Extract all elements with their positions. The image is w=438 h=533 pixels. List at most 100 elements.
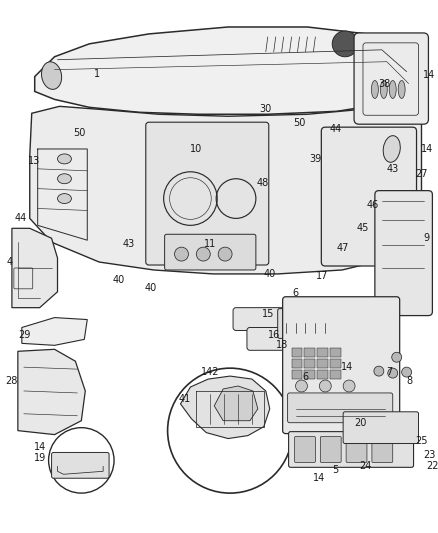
- Polygon shape: [180, 376, 270, 439]
- Text: 6: 6: [302, 372, 308, 382]
- FancyBboxPatch shape: [330, 359, 341, 368]
- Text: 14: 14: [313, 473, 325, 483]
- Text: 14: 14: [341, 362, 353, 372]
- Text: 16: 16: [268, 330, 280, 341]
- Text: 28: 28: [6, 376, 18, 386]
- Circle shape: [388, 368, 398, 378]
- Text: 44: 44: [329, 124, 341, 134]
- Text: 29: 29: [18, 330, 31, 341]
- FancyBboxPatch shape: [346, 437, 367, 462]
- FancyBboxPatch shape: [304, 349, 315, 357]
- Text: 30: 30: [260, 104, 272, 114]
- Text: 43: 43: [123, 239, 135, 249]
- Polygon shape: [30, 99, 421, 274]
- Text: 1: 1: [94, 69, 100, 78]
- FancyBboxPatch shape: [165, 235, 256, 270]
- Text: 46: 46: [367, 199, 379, 209]
- Text: 39: 39: [309, 154, 321, 164]
- FancyBboxPatch shape: [375, 191, 432, 316]
- Ellipse shape: [57, 174, 71, 184]
- Text: 50: 50: [73, 128, 85, 138]
- Text: 43: 43: [387, 164, 399, 174]
- Text: 11: 11: [204, 239, 216, 249]
- Text: 7: 7: [387, 367, 393, 377]
- FancyBboxPatch shape: [292, 370, 303, 379]
- FancyBboxPatch shape: [318, 359, 328, 368]
- FancyBboxPatch shape: [292, 349, 303, 357]
- FancyBboxPatch shape: [294, 437, 315, 462]
- Circle shape: [392, 352, 402, 362]
- Circle shape: [374, 366, 384, 376]
- Text: 142: 142: [201, 367, 219, 377]
- Ellipse shape: [383, 136, 400, 162]
- Text: 14: 14: [421, 144, 434, 154]
- FancyBboxPatch shape: [318, 349, 328, 357]
- Ellipse shape: [57, 193, 71, 204]
- Text: 50: 50: [293, 118, 306, 128]
- Text: 6: 6: [293, 288, 299, 298]
- Text: 17: 17: [316, 271, 328, 281]
- FancyBboxPatch shape: [321, 127, 417, 266]
- FancyBboxPatch shape: [354, 33, 428, 124]
- FancyBboxPatch shape: [343, 412, 419, 443]
- FancyBboxPatch shape: [304, 370, 315, 379]
- Circle shape: [218, 247, 232, 261]
- Ellipse shape: [57, 154, 71, 164]
- FancyBboxPatch shape: [330, 370, 341, 379]
- Text: 5: 5: [332, 465, 338, 475]
- Circle shape: [296, 380, 307, 392]
- Text: 47: 47: [337, 243, 350, 253]
- FancyBboxPatch shape: [318, 370, 328, 379]
- FancyBboxPatch shape: [330, 349, 341, 357]
- Text: 10: 10: [190, 144, 202, 154]
- Text: 45: 45: [357, 223, 369, 233]
- FancyBboxPatch shape: [292, 359, 303, 368]
- Circle shape: [175, 247, 188, 261]
- Text: 23: 23: [423, 450, 436, 461]
- Ellipse shape: [389, 80, 396, 99]
- Ellipse shape: [380, 80, 387, 99]
- Text: 40: 40: [145, 283, 157, 293]
- Circle shape: [49, 427, 114, 493]
- Text: 4: 4: [7, 257, 13, 267]
- FancyBboxPatch shape: [289, 432, 413, 467]
- Text: 38: 38: [379, 78, 391, 88]
- Circle shape: [168, 368, 293, 493]
- Polygon shape: [12, 228, 57, 308]
- Polygon shape: [22, 318, 87, 345]
- Circle shape: [196, 247, 210, 261]
- Text: 40: 40: [264, 269, 276, 279]
- Text: 15: 15: [261, 309, 274, 319]
- Text: 25: 25: [415, 435, 428, 446]
- Text: 41: 41: [178, 394, 191, 404]
- FancyBboxPatch shape: [233, 308, 307, 330]
- Ellipse shape: [398, 80, 405, 99]
- Text: 18: 18: [276, 341, 288, 350]
- FancyBboxPatch shape: [278, 309, 339, 338]
- Text: 40: 40: [113, 275, 125, 285]
- FancyBboxPatch shape: [52, 453, 109, 478]
- Circle shape: [319, 380, 331, 392]
- Polygon shape: [18, 349, 85, 434]
- FancyBboxPatch shape: [283, 297, 399, 434]
- FancyBboxPatch shape: [146, 122, 269, 265]
- Text: 44: 44: [15, 213, 27, 223]
- FancyBboxPatch shape: [304, 359, 315, 368]
- Text: 48: 48: [257, 177, 269, 188]
- Circle shape: [402, 367, 412, 377]
- Text: 13: 13: [28, 156, 40, 166]
- Text: 19: 19: [34, 454, 46, 463]
- Polygon shape: [35, 27, 414, 114]
- Ellipse shape: [371, 80, 378, 99]
- FancyBboxPatch shape: [320, 437, 341, 462]
- Text: 27: 27: [415, 169, 428, 179]
- Text: 20: 20: [354, 418, 366, 427]
- Ellipse shape: [42, 62, 62, 90]
- Text: 24: 24: [359, 462, 371, 471]
- Circle shape: [343, 380, 355, 392]
- Polygon shape: [214, 386, 258, 421]
- FancyBboxPatch shape: [247, 327, 320, 350]
- Text: 22: 22: [426, 462, 438, 471]
- FancyBboxPatch shape: [288, 393, 393, 423]
- Text: 14: 14: [423, 70, 435, 79]
